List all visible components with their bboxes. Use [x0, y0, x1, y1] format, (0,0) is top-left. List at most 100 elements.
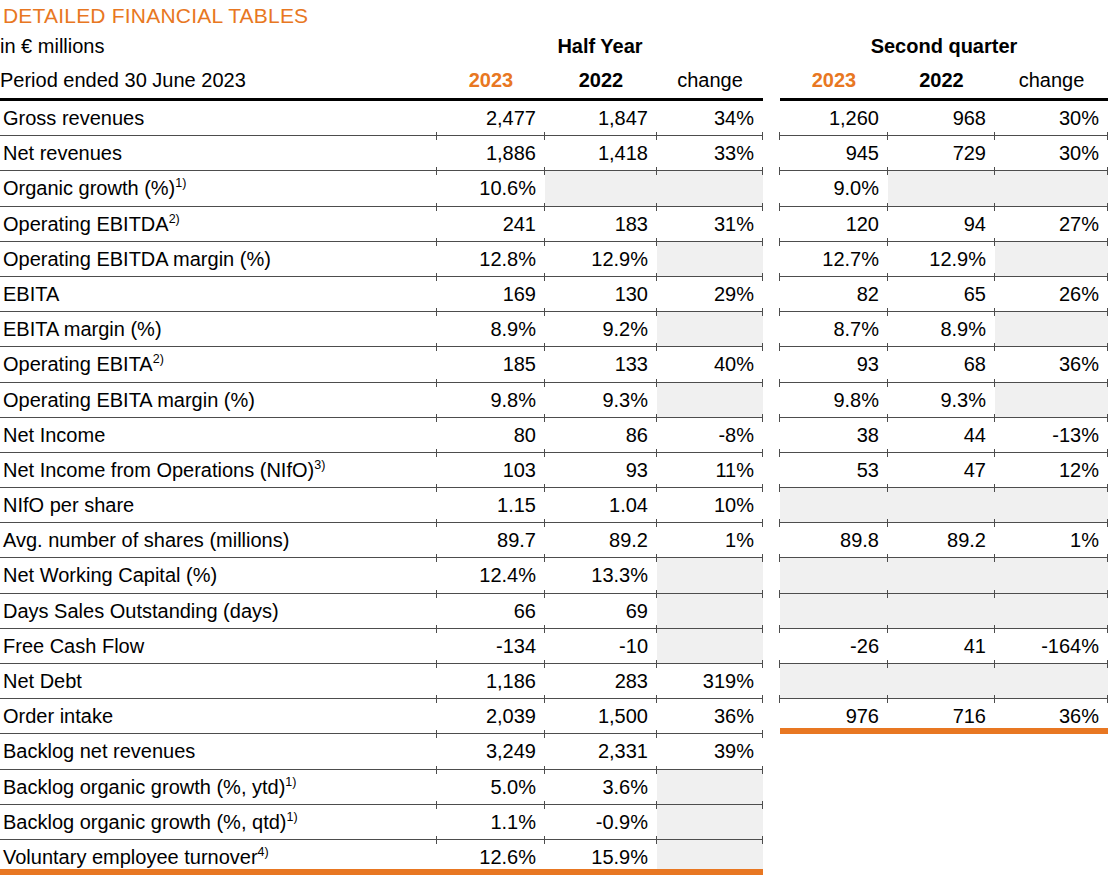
row-label: Net Debt — [0, 664, 437, 699]
half-year-2022-value: 1,418 — [545, 136, 657, 171]
second-quarter-change-value: -164% — [995, 629, 1108, 664]
second-quarter-change-value: 27% — [995, 207, 1108, 242]
half-year-2023-value: 3,249 — [437, 734, 545, 769]
second-quarter-2022-value — [888, 594, 995, 629]
half-year-2022-value: 1.04 — [545, 488, 657, 523]
half-year-2022-value: 1,500 — [545, 699, 657, 734]
half-year-change-value: 1% — [657, 523, 763, 558]
second-quarter-change-value: -13% — [995, 418, 1108, 453]
second-quarter-change-value — [995, 558, 1108, 593]
second-quarter-2022-value: 12.9% — [888, 242, 995, 277]
second-quarter-2022-value — [888, 488, 995, 523]
second-quarter-change-value: 36% — [995, 699, 1108, 734]
half-year-2022-value: 1,847 — [545, 101, 657, 136]
half-year-2022-value: 9.3% — [545, 383, 657, 418]
half-year-change-value — [657, 312, 763, 347]
half-year-2023-value: 80 — [437, 418, 545, 453]
half-year-2022-value: 12.9% — [545, 242, 657, 277]
row-label: Free Cash Flow — [0, 629, 437, 664]
half-year-change-value — [657, 594, 763, 629]
table-gap — [763, 594, 780, 629]
table-gap — [763, 840, 780, 875]
row-label: Operating EBITDA margin (%) — [0, 242, 437, 277]
half-year-change-value — [657, 840, 763, 875]
second-quarter-2022-value: 716 — [888, 699, 995, 734]
half-year-2023-value: 1.1% — [437, 805, 545, 840]
half-year-2022-value: 183 — [545, 207, 657, 242]
second-quarter-2023-value: 8.7% — [780, 312, 888, 347]
half-year-2023-value: 5.0% — [437, 770, 545, 805]
row-label: Avg. number of shares (millions) — [0, 523, 437, 558]
table-gap — [763, 171, 780, 206]
row-label: Backlog organic growth (%, qtd)1) — [0, 805, 437, 840]
half-year-2023-value: 12.4% — [437, 558, 545, 593]
table-gap — [763, 312, 780, 347]
table-gap — [763, 523, 780, 558]
second-quarter-2023-value — [780, 664, 888, 699]
second-quarter-2023-value: 12.7% — [780, 242, 888, 277]
half-year-2022-value: 2,331 — [545, 734, 657, 769]
row-label: Gross revenues — [0, 101, 437, 136]
half-year-change-value — [657, 629, 763, 664]
footnote-marker: 1) — [175, 177, 186, 191]
second-quarter-change-value — [995, 312, 1108, 347]
second-quarter-2022-value: 968 — [888, 101, 995, 136]
row-label: Order intake — [0, 699, 437, 734]
second-quarter-group-header: Second quarter — [780, 30, 1108, 63]
half-year-2023-value: 12.6% — [437, 840, 545, 875]
second-quarter-2023-value: 38 — [780, 418, 888, 453]
half-year-2023-value: 2,039 — [437, 699, 545, 734]
table-gap — [763, 664, 780, 699]
second-quarter-2022-column-header: 2022 — [888, 63, 995, 101]
half-year-2022-value: 133 — [545, 347, 657, 382]
second-quarter-2023-value — [780, 770, 888, 805]
half-year-change-value — [657, 770, 763, 805]
half-year-change-value — [657, 171, 763, 206]
table-gap — [763, 453, 780, 488]
half-year-2023-value: 1.15 — [437, 488, 545, 523]
half-year-2022-value: 283 — [545, 664, 657, 699]
second-quarter-2022-value — [888, 805, 995, 840]
half-year-2022-value: 130 — [545, 277, 657, 312]
half-year-change-value: 31% — [657, 207, 763, 242]
second-quarter-2022-value: 89.2 — [888, 523, 995, 558]
half-year-2022-value: 9.2% — [545, 312, 657, 347]
half-year-change-value — [657, 242, 763, 277]
second-quarter-2022-value: 41 — [888, 629, 995, 664]
second-quarter-change-value: 30% — [995, 101, 1108, 136]
half-year-2023-value: 185 — [437, 347, 545, 382]
row-label: Backlog net revenues — [0, 734, 437, 769]
half-year-change-value — [657, 805, 763, 840]
second-quarter-2023-column-header: 2023 — [780, 63, 888, 101]
second-quarter-2023-value: 9.8% — [780, 383, 888, 418]
second-quarter-2022-value — [888, 840, 995, 875]
second-quarter-2023-value — [780, 840, 888, 875]
half-year-2023-value: 10.6% — [437, 171, 545, 206]
second-quarter-2022-value: 729 — [888, 136, 995, 171]
second-quarter-change-value — [995, 734, 1108, 769]
half-year-2023-value: 2,477 — [437, 101, 545, 136]
table-gap — [763, 699, 780, 734]
half-year-change-column-header: change — [657, 63, 763, 101]
second-quarter-2022-value — [888, 770, 995, 805]
second-quarter-2022-value: 8.9% — [888, 312, 995, 347]
table-gap — [763, 136, 780, 171]
half-year-2023-value: 9.8% — [437, 383, 545, 418]
half-year-2022-value: 89.2 — [545, 523, 657, 558]
table-gap — [763, 277, 780, 312]
half-year-change-value: 10% — [657, 488, 763, 523]
second-quarter-2023-value: -26 — [780, 629, 888, 664]
half-year-2023-value: 103 — [437, 453, 545, 488]
second-quarter-2022-value — [888, 734, 995, 769]
page-title: DETAILED FINANCIAL TABLES — [0, 0, 1113, 30]
row-label: Organic growth (%)1) — [0, 171, 437, 206]
table-gap — [763, 558, 780, 593]
financial-report-page: DETAILED FINANCIAL TABLES in € millions … — [0, 0, 1113, 894]
second-quarter-2022-value — [888, 558, 995, 593]
half-year-2022-value: -0.9% — [545, 805, 657, 840]
second-quarter-change-value: 30% — [995, 136, 1108, 171]
row-label: Voluntary employee turnover4) — [0, 840, 437, 875]
table-gap — [763, 488, 780, 523]
half-year-2022-value — [545, 171, 657, 206]
half-year-2022-value: 86 — [545, 418, 657, 453]
